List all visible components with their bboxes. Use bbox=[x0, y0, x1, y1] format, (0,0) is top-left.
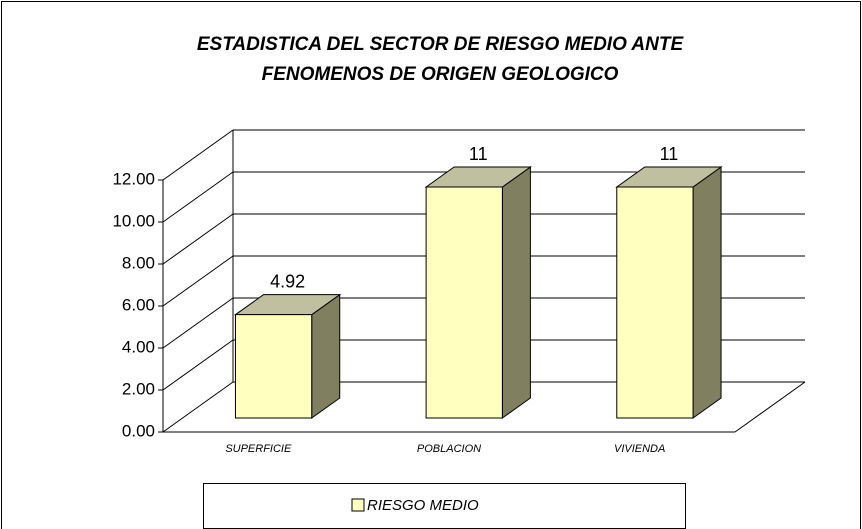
chart-subtitle: FENOMENOS DE ORIGEN GEOLOGICO bbox=[262, 64, 619, 85]
grid-line bbox=[162, 339, 234, 391]
value-label: 4.92 bbox=[270, 271, 305, 291]
bar bbox=[615, 166, 723, 419]
y-tick-label: 6.00 bbox=[122, 295, 155, 314]
bar-side bbox=[311, 293, 341, 419]
bar bbox=[424, 166, 532, 419]
bar-front bbox=[425, 186, 503, 419]
x-tick-label: POBLACION bbox=[417, 443, 481, 455]
bar-side bbox=[501, 166, 531, 419]
chart-title: ESTADISTICA DEL SECTOR DE RIESGO MEDIO A… bbox=[197, 34, 685, 55]
legend-label: RIESGO MEDIO bbox=[367, 497, 479, 514]
legend-box bbox=[203, 483, 686, 529]
y-tick-label: 2.00 bbox=[122, 379, 155, 398]
bar bbox=[233, 293, 342, 419]
grid-line bbox=[162, 129, 234, 181]
value-label: 11 bbox=[660, 144, 679, 164]
x-tick-label: SUPERFICIE bbox=[225, 443, 292, 455]
legend-swatch bbox=[351, 498, 365, 512]
floor-line bbox=[734, 381, 806, 433]
y-tick-label: 8.00 bbox=[122, 253, 155, 272]
y-tick-label: 12.00 bbox=[112, 169, 155, 188]
value-label: 11 bbox=[469, 144, 488, 164]
bar-front bbox=[616, 186, 694, 419]
bar-front bbox=[234, 314, 313, 419]
y-tick-label: 10.00 bbox=[112, 211, 155, 230]
bar-side bbox=[692, 166, 722, 419]
x-tick-label: VIVIENDA bbox=[614, 443, 665, 455]
y-tick-label: 0.00 bbox=[122, 421, 155, 440]
grid-line bbox=[162, 297, 234, 349]
grid-line bbox=[162, 255, 234, 307]
grid-line bbox=[162, 381, 234, 433]
grid-line bbox=[162, 171, 234, 223]
grid-line bbox=[162, 213, 234, 265]
y-tick-label: 4.00 bbox=[122, 337, 155, 356]
